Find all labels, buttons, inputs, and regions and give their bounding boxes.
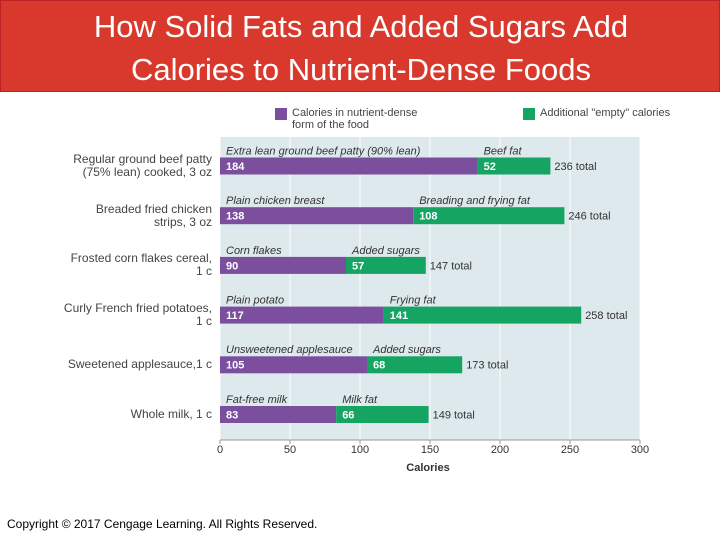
bar-segment bbox=[383, 306, 582, 324]
bar-value-label: 66 bbox=[342, 409, 354, 421]
bar-segment bbox=[220, 306, 384, 324]
bar-value-label: 184 bbox=[226, 161, 245, 173]
bar-value-label: 57 bbox=[352, 260, 364, 272]
chart-title: How Solid Fats and Added Sugars Add Calo… bbox=[93, 9, 629, 87]
total-label: 258 total bbox=[585, 310, 627, 322]
segment-annotation: Plain chicken breast bbox=[226, 195, 325, 207]
segment-annotation: Breading and frying fat bbox=[419, 195, 531, 207]
x-tick-label: 200 bbox=[491, 444, 509, 456]
category-label: Frosted corn flakes cereal, 1 c bbox=[70, 251, 212, 279]
category-label: Whole milk, 1 c bbox=[130, 407, 212, 421]
category-label: Regular ground beef patty (75% lean) coo… bbox=[73, 152, 212, 179]
legend-label: Additional "empty" calories bbox=[540, 107, 671, 119]
legend-swatch bbox=[523, 108, 535, 120]
bar-segment bbox=[220, 207, 414, 225]
legend-swatch bbox=[275, 108, 287, 120]
bar-value-label: 105 bbox=[226, 360, 244, 372]
x-tick-label: 50 bbox=[284, 444, 296, 456]
segment-annotation: Beef fat bbox=[484, 145, 523, 157]
bar-value-label: 90 bbox=[226, 260, 238, 272]
category-label: Breaded fried chicken strips, 3 oz bbox=[95, 201, 212, 229]
total-label: 236 total bbox=[554, 161, 596, 173]
category-label: Sweetened applesauce,1 c bbox=[67, 357, 212, 372]
segment-annotation: Fat-free milk bbox=[226, 394, 288, 406]
bar-value-label: 52 bbox=[484, 161, 496, 173]
category-label: Curly French fried potatoes, 1 c bbox=[63, 301, 212, 329]
bar-segment bbox=[336, 406, 429, 423]
segment-annotation: Plain potato bbox=[226, 295, 284, 307]
total-label: 173 total bbox=[466, 360, 508, 372]
x-tick-label: 150 bbox=[421, 444, 439, 456]
bar-segment bbox=[220, 256, 346, 274]
bar-segment bbox=[220, 356, 367, 374]
segment-annotation: Unsweetened applesauce bbox=[226, 344, 353, 356]
segment-annotation: Frying fat bbox=[390, 295, 437, 307]
bar-value-label: 83 bbox=[226, 409, 238, 421]
total-label: 246 total bbox=[568, 211, 610, 223]
header-band: How Solid Fats and Added Sugars Add Calo… bbox=[0, 0, 720, 92]
bar-value-label: 138 bbox=[226, 211, 244, 223]
segment-annotation: Corn flakes bbox=[226, 245, 282, 257]
bar-segment bbox=[477, 157, 551, 175]
segment-annotation: Added sugars bbox=[351, 245, 420, 257]
segment-annotation: Extra lean ground beef patty (90% lean) bbox=[226, 145, 421, 157]
x-tick-label: 250 bbox=[561, 444, 579, 456]
x-tick-label: 0 bbox=[217, 444, 223, 456]
bar-value-label: 68 bbox=[373, 360, 385, 372]
x-tick-label: 300 bbox=[631, 444, 649, 456]
bar-value-label: 108 bbox=[419, 211, 437, 223]
segment-annotation: Milk fat bbox=[342, 394, 378, 406]
bar-segment bbox=[413, 207, 565, 225]
bar-value-label: 117 bbox=[226, 310, 244, 322]
legend-label: Calories in nutrient-dense form of the f… bbox=[292, 107, 418, 131]
copyright: Copyright © 2017 Cengage Learning. All R… bbox=[7, 517, 318, 531]
x-axis-label: Calories bbox=[406, 462, 449, 474]
total-label: 149 total bbox=[433, 409, 475, 421]
bar-segment bbox=[346, 256, 426, 274]
segment-annotation: Added sugars bbox=[372, 344, 441, 356]
bar-segment bbox=[220, 157, 478, 175]
total-label: 147 total bbox=[430, 260, 472, 272]
bar-segment bbox=[367, 356, 463, 374]
x-tick-label: 100 bbox=[351, 444, 369, 456]
bar-segment bbox=[220, 406, 337, 423]
bar-value-label: 141 bbox=[390, 310, 408, 322]
